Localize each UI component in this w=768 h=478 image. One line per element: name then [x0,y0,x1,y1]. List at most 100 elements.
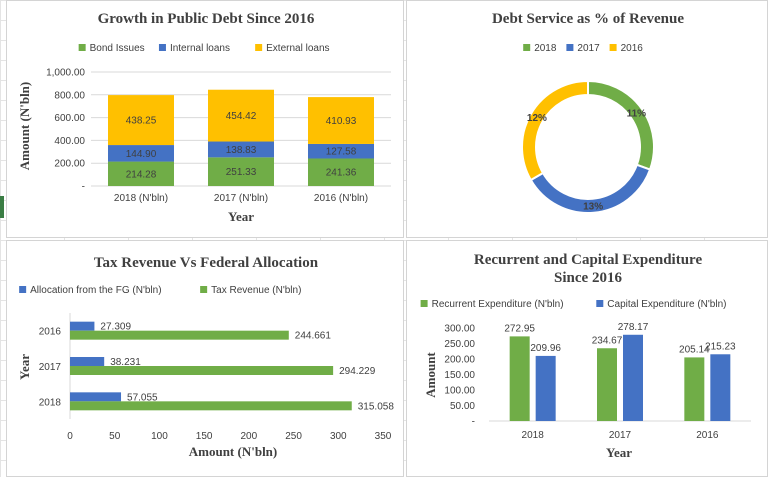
data-label: 241.36 [326,168,357,179]
y-tick-label: 2016 [39,327,62,338]
bar [684,357,705,421]
x-tick-label: 300 [330,431,347,442]
data-label: 27.309 [100,322,131,333]
legend-swatch-1 [158,44,166,51]
legend-swatch-1 [596,300,604,307]
data-label: 11% [627,109,647,120]
data-label: 209.96 [530,343,561,354]
legend-label-1: Capital Expenditure (N'bln) [607,299,726,310]
data-label: 251.33 [226,167,257,178]
data-label: 205.14 [679,344,710,355]
y-tick-label: 1,000.00 [46,68,85,79]
data-label: 215.23 [705,341,736,352]
bar-segment [208,89,274,142]
bar [70,330,289,340]
x-tick-label: 2018 [522,430,545,441]
x-tick-label: 150 [196,431,213,442]
legend-label-0: Allocation from the FG (N'bln) [30,285,161,296]
legend-label-0: Recurrent Expenditure (N'bln) [432,299,564,310]
bar [710,354,731,421]
data-label: 438.25 [126,116,157,127]
legend-label-2: External loans [266,43,329,54]
data-label: 234.67 [592,335,623,346]
x-tick-label: 350 [375,431,392,442]
legend-label-1: Tax Revenue (N'bln) [211,285,301,296]
doughnut-slice [587,79,655,171]
data-label: 315.058 [358,401,395,412]
x-tick-label: 2016 [696,430,719,441]
x-axis-title: Amount (N'bln) [189,444,278,459]
data-label: 278.17 [618,322,649,333]
bar [535,355,556,421]
data-label: 214.28 [126,169,157,180]
legend-swatch-1 [200,286,208,293]
legend-label-0: Bond Issues [90,43,145,54]
y-tick-label: 200.00 [54,159,85,170]
y-tick-label: 800.00 [54,90,85,101]
bar-segment [208,157,274,186]
data-label: 454.42 [226,111,257,122]
y-tick-label: 2018 [39,397,62,408]
legend-swatch-2 [255,44,263,51]
expenditure-chart[interactable]: Recurrent and Capital Expenditure Since … [406,240,768,477]
bar-segment [308,143,374,159]
legend-swatch-2 [609,44,617,51]
x-tick-label: 250 [285,431,302,442]
y-tick-label: 250.00 [444,339,475,350]
bar-segment [308,158,374,186]
bar-segment [108,145,174,162]
bar [509,336,530,421]
legend-label-2: 2016 [621,43,644,54]
legend-swatch-0 [420,300,428,307]
debt-service-chart-svg: Debt Service as % of Revenue 2018 2017 201… [492,11,684,214]
y-tick-label: 2017 [39,362,62,373]
public-debt-chart[interactable]: Growth in Public Debt Since 2016 Amount … [6,0,404,238]
chart-title-line-1: Recurrent and Capital Expenditure [474,252,703,268]
x-tick-label: 2018 (N'bln) [114,193,168,204]
data-label: 57.055 [127,392,158,403]
chart-title-line-2: Since 2016 [554,270,622,286]
data-label: 410.93 [326,116,357,127]
x-tick-label: 2016 (N'bln) [314,193,368,204]
tax-vs-federal-chart-svg: Tax Revenue Vs Federal Allocation Year A… [17,255,395,459]
selected-cell-marker [0,196,4,218]
data-label: 13% [583,201,603,212]
bar [70,357,105,366]
bar [623,334,643,421]
bar-segment [308,97,374,144]
y-tick-label: 600.00 [54,113,85,124]
data-label: 244.661 [295,331,332,342]
legend-swatch-1 [566,44,574,51]
legend-swatch-0 [19,286,27,293]
x-tick-label: 2017 (N'bln) [214,193,268,204]
y-tick-label: - [82,182,85,193]
data-label: 272.95 [504,323,535,334]
y-axis-title: Year [17,354,32,380]
y-tick-label: 400.00 [54,136,85,147]
legend-swatch-0 [523,44,531,51]
y-axis-title: Amount (N'bln) [17,82,32,171]
y-tick-label: 300.00 [444,324,475,335]
x-tick-label: 100 [151,431,168,442]
bar [70,366,334,375]
chart-title: Growth in Public Debt Since 2016 [98,11,315,27]
tax-vs-federal-chart[interactable]: Tax Revenue Vs Federal Allocation Year A… [6,240,404,477]
chart-title: Debt Service as % of Revenue [492,11,684,27]
legend-label-1: Internal loans [170,43,230,54]
legend-label-1: 2017 [577,43,600,54]
bar [597,348,617,421]
doughnut-slice [521,79,589,182]
x-axis-title: Year [606,445,632,460]
y-tick-label: 150.00 [444,370,475,381]
y-tick-label: - [472,417,475,428]
debt-service-chart[interactable]: Debt Service as % of Revenue 2018 2017 201… [406,0,768,238]
expenditure-chart-svg: Recurrent and Capital Expenditure Since … [420,252,751,460]
y-tick-label: 200.00 [444,355,475,366]
data-label: 127.58 [326,147,357,158]
y-axis-title: Amount [423,352,438,398]
bar [70,401,352,411]
bar-segment [108,161,174,186]
x-axis-title: Year [228,209,254,224]
x-tick-label: 200 [241,431,258,442]
y-tick-label: 100.00 [444,386,475,397]
